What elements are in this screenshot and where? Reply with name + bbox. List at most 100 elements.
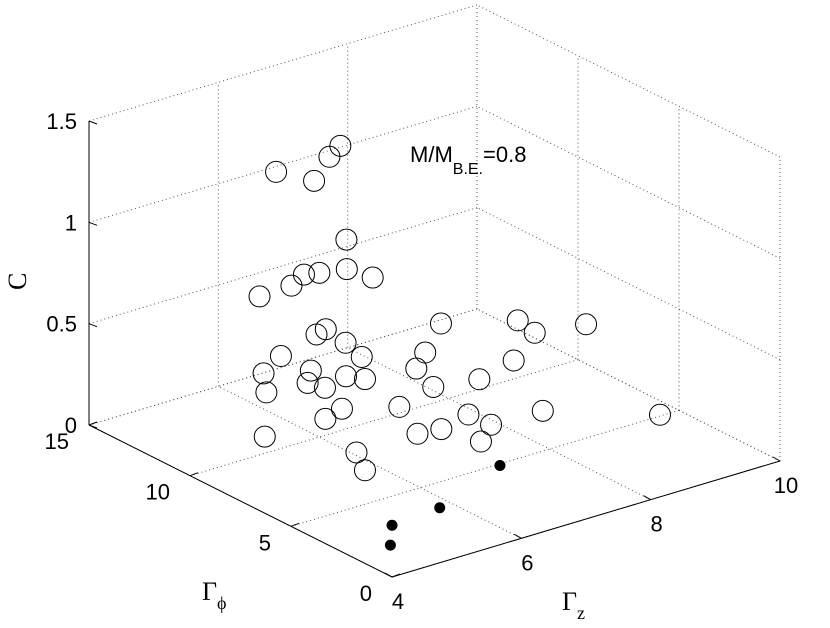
annotation-text: M/MB.E.=0.8 [410,142,526,178]
annotation-suffix: =0.8 [483,142,526,167]
annotation-main: M/M [410,142,453,167]
z-tick [88,323,98,328]
data-point-open [523,321,546,344]
data-point-open [335,365,357,388]
y-tick-label: 15 [45,429,69,454]
z-axis-label: C [3,273,32,290]
z-tick-label: 0.5 [46,312,77,337]
z-tick [88,120,98,125]
back-wall-grid-line [88,4,478,122]
x-tick-label: 6 [521,550,533,575]
data-point-filled [386,519,398,531]
data-point-open [429,312,452,335]
z-tick-label: 0 [65,413,77,438]
data-point-open [269,345,292,368]
data-point-open [422,375,445,398]
data-point-open [280,274,303,297]
z-tick-label: 1.5 [46,109,77,134]
y-tick-label: 5 [259,530,271,555]
floor-grid-line [218,385,522,539]
y-tick [290,522,300,527]
data-point-open [314,407,337,430]
data-point-open [345,441,368,464]
y-axis-line [88,424,393,578]
data-point-open [252,362,275,385]
data-point-open [531,399,554,422]
y-tick-label: 0 [360,581,372,606]
data-point-open [314,318,337,341]
data-point-filled [494,459,506,471]
y-axis-label-main: Γ [202,577,217,606]
data-point-filled [384,539,396,551]
y-axis-label: Γϕ [202,577,227,613]
data-point-open [575,313,598,336]
x-tick [384,572,393,578]
data-point-open [318,145,341,168]
x-axis-line [391,460,781,578]
y-tick [189,472,199,477]
data-point-open [457,403,480,426]
data-point-open [313,376,336,399]
floor-grid-line [347,347,651,501]
data-point-open [353,459,376,482]
data-point-open [303,169,326,192]
data-point-open [468,368,491,391]
data-point-open [265,160,288,183]
data-point-open [299,359,322,382]
data-point-open [388,395,411,418]
y-axis-label-sub: ϕ [217,593,226,613]
annotation-sub: B.E. [453,161,483,178]
x-axis-label: Γz [562,587,585,623]
data-point-open [480,413,503,436]
data-point-open [430,418,453,441]
z-tick-label: 1 [65,210,77,235]
data-point-open [350,345,373,368]
x-tick [772,456,781,462]
back-wall-grid-line [88,207,478,325]
x-tick-label: 8 [651,512,663,537]
x-axis-label-main: Γ [562,587,577,616]
data-point-open [361,266,384,289]
data-point-open [330,397,353,420]
data-point-open [335,258,358,281]
data-point-open [353,368,376,391]
data-point-open [308,261,331,284]
data-point-open [253,425,276,448]
data-point-open [329,134,352,157]
y-tick [88,421,98,426]
x-tick-label: 4 [392,589,404,614]
data-point-open [414,341,437,364]
x-tick-label: 10 [774,473,798,498]
x-tick [643,495,651,501]
data-point-filled [434,502,446,514]
side-wall-grid-line [476,105,781,259]
data-point-open [335,228,358,251]
x-tick [514,533,522,539]
data-point-open [648,403,671,426]
data-point-open [334,331,357,354]
y-tick-label: 10 [146,480,170,505]
grid-layer [88,4,781,578]
data-point-open [502,349,525,372]
x-axis-label-sub: z [577,603,585,623]
axis-layer [88,120,781,578]
floor-grid-line [189,359,579,477]
y-tick [391,573,401,578]
z-tick [88,221,98,226]
side-wall-grid-line [476,4,781,158]
data-point-open [255,381,278,404]
data-point-open [506,309,529,332]
data-point-open [292,263,315,286]
points-layer [248,134,671,551]
z-tick [88,424,98,429]
data-point-open [405,357,428,380]
data-point-open [248,285,271,308]
side-wall-grid-line [476,207,781,361]
data-point-open [296,371,319,394]
side-wall-grid-line [476,308,781,462]
data-point-open [406,422,429,445]
data-point-open [469,430,492,453]
back-wall-grid-line [88,308,478,426]
